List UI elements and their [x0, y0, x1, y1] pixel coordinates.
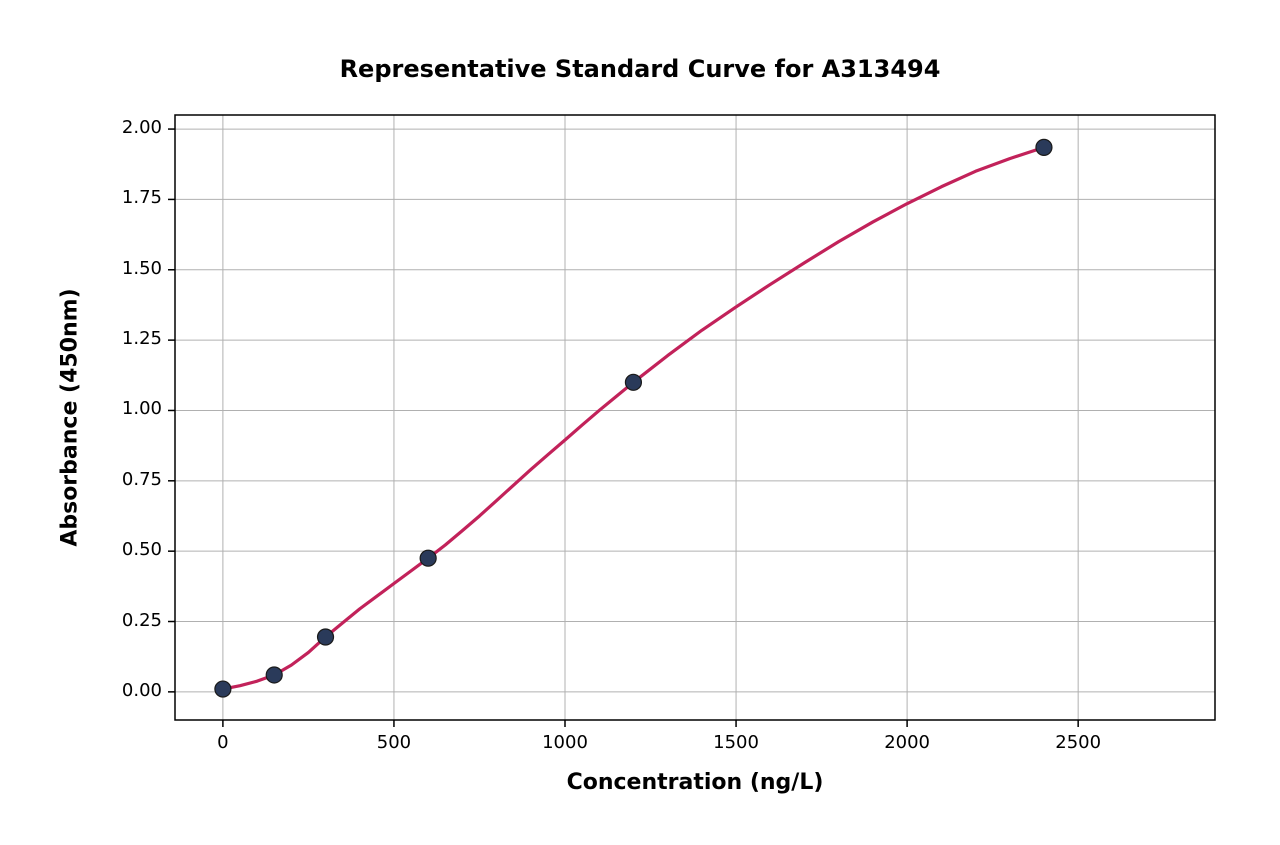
x-axis-label: Concentration (ng/L) [0, 770, 1280, 795]
y-tick-label: 1.75 [100, 187, 162, 208]
y-tick-label: 0.00 [100, 680, 162, 701]
y-tick-label: 0.50 [100, 539, 162, 560]
x-tick-label: 2500 [1038, 732, 1118, 753]
x-tick-label: 2000 [867, 732, 947, 753]
chart-svg [0, 0, 1280, 845]
y-tick-label: 1.00 [100, 398, 162, 419]
x-tick-label: 1500 [696, 732, 776, 753]
chart-title: Representative Standard Curve for A31349… [0, 55, 1280, 83]
y-tick-label: 2.00 [100, 117, 162, 138]
y-tick-label: 1.25 [100, 328, 162, 349]
y-tick-label: 0.25 [100, 610, 162, 631]
x-tick-label: 1000 [525, 732, 605, 753]
x-tick-label: 0 [183, 732, 263, 753]
chart-container: Representative Standard Curve for A31349… [0, 0, 1280, 845]
x-tick-label: 500 [354, 732, 434, 753]
y-axis-label: Absorbance (450nm) [58, 68, 83, 768]
y-tick-label: 1.50 [100, 258, 162, 279]
y-tick-label: 0.75 [100, 469, 162, 490]
